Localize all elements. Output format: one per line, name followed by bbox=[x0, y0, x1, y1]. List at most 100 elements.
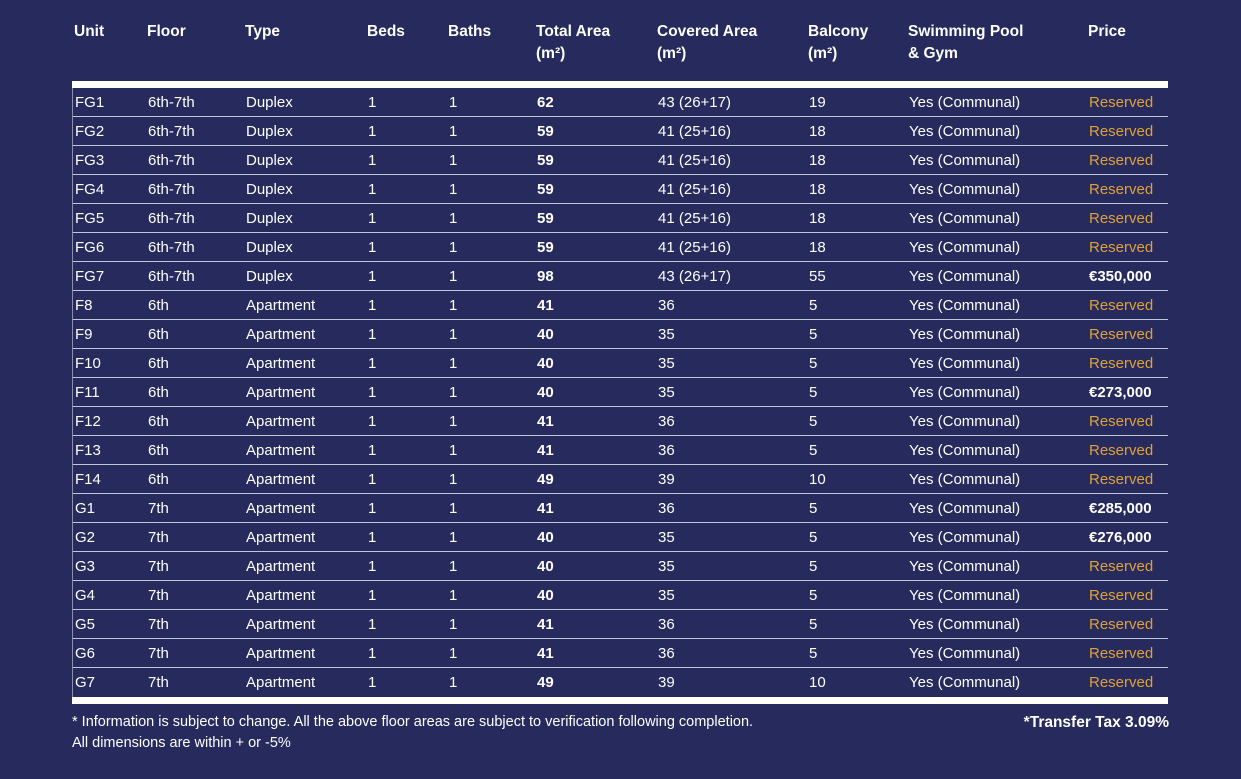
cell-floor: 6th bbox=[148, 412, 169, 430]
cell-floor: 6th-7th bbox=[148, 238, 195, 256]
cell-price: Reserved bbox=[1089, 615, 1154, 633]
cell-price: Reserved bbox=[1089, 122, 1154, 140]
cell-total-area: 41 bbox=[537, 412, 554, 430]
cell-beds: 1 bbox=[368, 412, 377, 430]
table-row: F12 6th Apartment 1 1 41 36 5 Yes (Commu… bbox=[73, 407, 1168, 436]
cell-pool-gym: Yes (Communal) bbox=[909, 325, 1021, 343]
cell-floor: 7th bbox=[148, 615, 169, 633]
cell-unit: F14 bbox=[75, 470, 101, 488]
cell-baths: 1 bbox=[449, 93, 458, 111]
cell-beds: 1 bbox=[368, 267, 377, 285]
cell-balcony: 19 bbox=[809, 93, 826, 111]
cell-floor: 6th bbox=[148, 296, 169, 314]
cell-total-area: 40 bbox=[537, 586, 554, 604]
cell-pool-gym: Yes (Communal) bbox=[909, 470, 1021, 488]
header-price: Price bbox=[1088, 23, 1126, 40]
cell-baths: 1 bbox=[449, 412, 458, 430]
cell-unit: FG2 bbox=[75, 122, 105, 140]
cell-beds: 1 bbox=[368, 674, 377, 691]
cell-unit: G1 bbox=[75, 499, 96, 517]
cell-beds: 1 bbox=[368, 122, 377, 140]
cell-beds: 1 bbox=[368, 615, 377, 633]
cell-covered-area: 43 (26+17) bbox=[658, 267, 731, 285]
footer-notes: * Information is subject to change. All … bbox=[72, 712, 753, 754]
cell-total-area: 40 bbox=[537, 557, 554, 575]
table-row: G6 7th Apartment 1 1 41 36 5 Yes (Commun… bbox=[73, 639, 1168, 668]
header-floor: Floor bbox=[147, 23, 186, 40]
cell-pool-gym: Yes (Communal) bbox=[909, 209, 1021, 227]
table-row: G4 7th Apartment 1 1 40 35 5 Yes (Commun… bbox=[73, 581, 1168, 610]
transfer-tax-note: *Transfer Tax 3.09% bbox=[1023, 714, 1169, 731]
cell-baths: 1 bbox=[449, 644, 458, 662]
cell-baths: 1 bbox=[449, 354, 458, 372]
table-body: FG1 6th-7th Duplex 1 1 62 43 (26+17) 19 … bbox=[72, 88, 1168, 697]
cell-baths: 1 bbox=[449, 499, 458, 517]
table-row: F11 6th Apartment 1 1 40 35 5 Yes (Commu… bbox=[73, 378, 1168, 407]
units-table: Unit Floor Type Beds Baths Total Area (m… bbox=[72, 0, 1168, 704]
cell-pool-gym: Yes (Communal) bbox=[909, 441, 1021, 459]
cell-price: Reserved bbox=[1089, 238, 1154, 256]
cell-covered-area: 36 bbox=[658, 296, 675, 314]
cell-price: Reserved bbox=[1089, 644, 1154, 662]
cell-type: Apartment bbox=[246, 354, 316, 372]
cell-beds: 1 bbox=[368, 238, 377, 256]
cell-covered-area: 36 bbox=[658, 615, 675, 633]
cell-covered-area: 39 bbox=[658, 674, 675, 691]
cell-total-area: 59 bbox=[537, 151, 554, 169]
cell-price: Reserved bbox=[1089, 180, 1154, 198]
cell-floor: 6th bbox=[148, 441, 169, 459]
cell-price: €350,000 bbox=[1089, 267, 1152, 285]
cell-unit: FG6 bbox=[75, 238, 105, 256]
cell-beds: 1 bbox=[368, 296, 377, 314]
table-header-row: Unit Floor Type Beds Baths Total Area (m… bbox=[72, 0, 1168, 81]
table-row: FG4 6th-7th Duplex 1 1 59 41 (25+16) 18 … bbox=[73, 175, 1168, 204]
cell-covered-area: 39 bbox=[658, 470, 675, 488]
cell-unit: G3 bbox=[75, 557, 96, 575]
cell-balcony: 5 bbox=[809, 383, 818, 401]
cell-total-area: 59 bbox=[537, 180, 554, 198]
cell-total-area: 59 bbox=[537, 209, 554, 227]
cell-beds: 1 bbox=[368, 383, 377, 401]
cell-beds: 1 bbox=[368, 209, 377, 227]
cell-pool-gym: Yes (Communal) bbox=[909, 586, 1021, 604]
cell-floor: 6th-7th bbox=[148, 151, 195, 169]
cell-balcony: 18 bbox=[809, 180, 826, 198]
cell-total-area: 59 bbox=[537, 122, 554, 140]
cell-covered-area: 41 (25+16) bbox=[658, 122, 731, 140]
cell-price: Reserved bbox=[1089, 470, 1154, 488]
cell-price: Reserved bbox=[1089, 354, 1154, 372]
cell-beds: 1 bbox=[368, 354, 377, 372]
cell-baths: 1 bbox=[449, 209, 458, 227]
cell-floor: 7th bbox=[148, 557, 169, 575]
cell-pool-gym: Yes (Communal) bbox=[909, 151, 1021, 169]
cell-total-area: 41 bbox=[537, 644, 554, 662]
cell-unit: FG4 bbox=[75, 180, 105, 198]
cell-pool-gym: Yes (Communal) bbox=[909, 267, 1021, 285]
cell-covered-area: 41 (25+16) bbox=[658, 151, 731, 169]
table-row: F14 6th Apartment 1 1 49 39 10 Yes (Comm… bbox=[73, 465, 1168, 494]
cell-covered-area: 36 bbox=[658, 441, 675, 459]
cell-unit: FG1 bbox=[75, 93, 105, 111]
cell-covered-area: 41 (25+16) bbox=[658, 209, 731, 227]
cell-type: Duplex bbox=[246, 93, 293, 111]
cell-balcony: 18 bbox=[809, 209, 826, 227]
cell-floor: 6th-7th bbox=[148, 267, 195, 285]
cell-price: Reserved bbox=[1089, 296, 1154, 314]
cell-unit: FG3 bbox=[75, 151, 105, 169]
cell-pool-gym: Yes (Communal) bbox=[909, 644, 1021, 662]
table-row: FG1 6th-7th Duplex 1 1 62 43 (26+17) 19 … bbox=[73, 88, 1168, 117]
cell-unit: FG7 bbox=[75, 267, 105, 285]
cell-type: Apartment bbox=[246, 383, 316, 401]
table-row: F13 6th Apartment 1 1 41 36 5 Yes (Commu… bbox=[73, 436, 1168, 465]
table-row: G3 7th Apartment 1 1 40 35 5 Yes (Commun… bbox=[73, 552, 1168, 581]
cell-beds: 1 bbox=[368, 470, 377, 488]
cell-beds: 1 bbox=[368, 644, 377, 662]
footer: * Information is subject to change. All … bbox=[72, 712, 1169, 754]
cell-covered-area: 41 (25+16) bbox=[658, 238, 731, 256]
cell-covered-area: 41 (25+16) bbox=[658, 180, 731, 198]
header-baths: Baths bbox=[448, 23, 492, 40]
cell-pool-gym: Yes (Communal) bbox=[909, 499, 1021, 517]
cell-type: Apartment bbox=[246, 586, 316, 604]
cell-baths: 1 bbox=[449, 383, 458, 401]
cell-pool-gym: Yes (Communal) bbox=[909, 557, 1021, 575]
